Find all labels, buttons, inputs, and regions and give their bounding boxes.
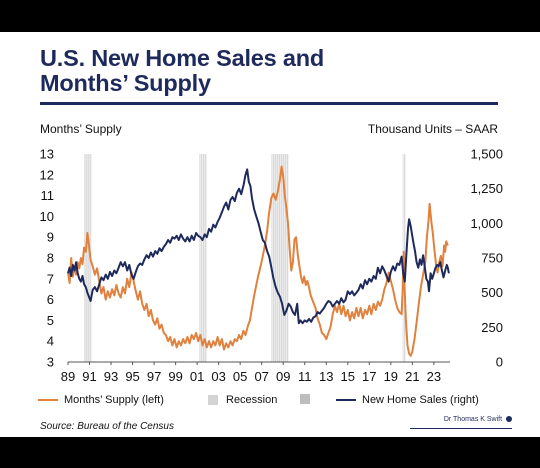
x-tick-label: 93 [104,369,118,384]
right-tick-label: 500 [481,285,503,300]
left-tick-label: 5 [47,313,54,328]
recession-band [271,154,289,362]
x-tick-label: 11 [298,369,312,384]
left-tick-label: 13 [40,147,54,162]
x-tick-label: 05 [233,369,247,384]
x-tick-label: 03 [211,369,225,384]
x-tick-label: 07 [254,369,268,384]
left-tick-label: 4 [47,334,54,349]
x-tick-label: 09 [276,369,290,384]
right-tick-label: 250 [481,320,503,335]
signature-text: Dr Thomas K Swift [443,416,503,423]
right-tick-label: 750 [481,251,503,266]
left-tick-label: 11 [41,188,55,203]
x-tick-label: 15 [341,369,355,384]
x-tick-label: 23 [427,369,441,384]
new-home-sales-line [67,168,450,325]
right-axis-title: Thousand Units – SAAR [367,122,498,136]
left-tick-label: 3 [47,355,54,370]
x-tick-label: 89 [61,369,75,384]
legend-swatch-gray-box [300,394,310,404]
legend-label: Months’ Supply (left) [64,394,164,406]
left-axis-title: Months’ Supply [40,122,122,136]
x-tick-label: 97 [147,369,161,384]
left-tick-label: 6 [47,292,54,307]
legend-label: New Home Sales (right) [362,394,479,406]
recession-band [84,154,92,362]
left-axis-ticks: 13 12 11 10 9 8 7 6 5 4 3 [40,147,54,370]
source-note: Source: Bureau of the Census [40,421,174,432]
legend-item-blank [300,394,318,404]
left-tick-label: 12 [40,167,54,182]
right-tick-label: 1,250 [470,181,503,196]
x-tick-label: 19 [384,369,398,384]
recession-bands [84,154,406,362]
right-tick-label: 1,000 [470,216,503,231]
signature: Dr Thomas K Swift [444,416,512,423]
x-tick-label: 01 [190,369,204,384]
left-tick-label: 10 [40,209,54,224]
legend-item-new-home-sales: New Home Sales (right) [336,394,479,406]
slide: U.S. New Home Sales and Months’ Supply M… [0,32,540,437]
legend: Months’ Supply (left) Recession New Home… [30,394,510,410]
x-tick-label: 91 [82,369,96,384]
legend-swatch-light-box [208,395,218,405]
legend-item-months-supply: Months’ Supply (left) [38,394,164,406]
slide-title: U.S. New Home Sales and Months’ Supply [40,46,324,96]
months-supply-line [67,165,449,357]
right-tick-label: 0 [496,355,503,370]
right-axis-ticks: 1,500 1,250 1,000 750 500 250 0 [470,147,503,370]
legend-swatch-navy-line [336,399,356,401]
x-tick-label: 17 [362,369,376,384]
left-tick-label: 8 [47,251,54,266]
x-tick-label: 99 [168,369,182,384]
x-tick-label: 21 [405,369,419,384]
signature-rule [410,428,512,429]
title-underline [40,102,498,105]
right-tick-label: 1,500 [470,147,503,162]
chart: 13 12 11 10 9 8 7 6 5 4 3 1,500 1,250 1,000 750 500 250… [40,147,503,385]
globe-icon [506,416,512,423]
legend-item-recession: Recession [208,394,277,406]
left-tick-label: 9 [47,230,54,245]
title-line-2: Months’ Supply [40,70,211,96]
x-axis-ticks: 89 91 93 95 97 99 01 03 05 07 09 11 13 15 17 19 21 23 [61,362,441,384]
recession-band [199,154,207,362]
legend-swatch-orange-line [38,399,58,401]
x-tick-label: 95 [125,369,139,384]
x-tick-label: 13 [319,369,333,384]
title-line-1: U.S. New Home Sales and [40,45,325,71]
legend-label: Recession [226,394,278,406]
series-lines [67,165,450,357]
left-tick-label: 7 [47,271,54,286]
